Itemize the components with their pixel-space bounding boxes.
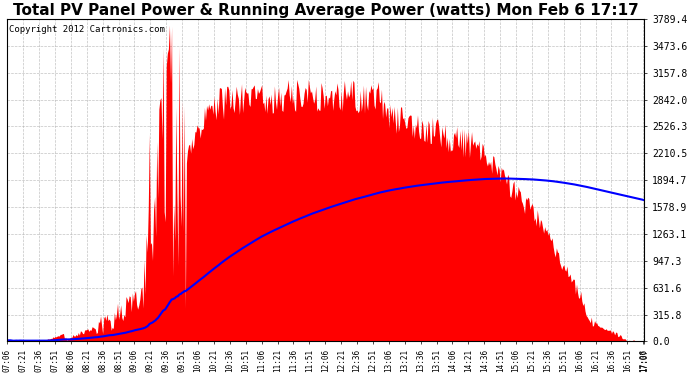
Title: Total PV Panel Power & Running Average Power (watts) Mon Feb 6 17:17: Total PV Panel Power & Running Average P… [13,3,639,18]
Text: Copyright 2012 Cartronics.com: Copyright 2012 Cartronics.com [8,26,164,34]
